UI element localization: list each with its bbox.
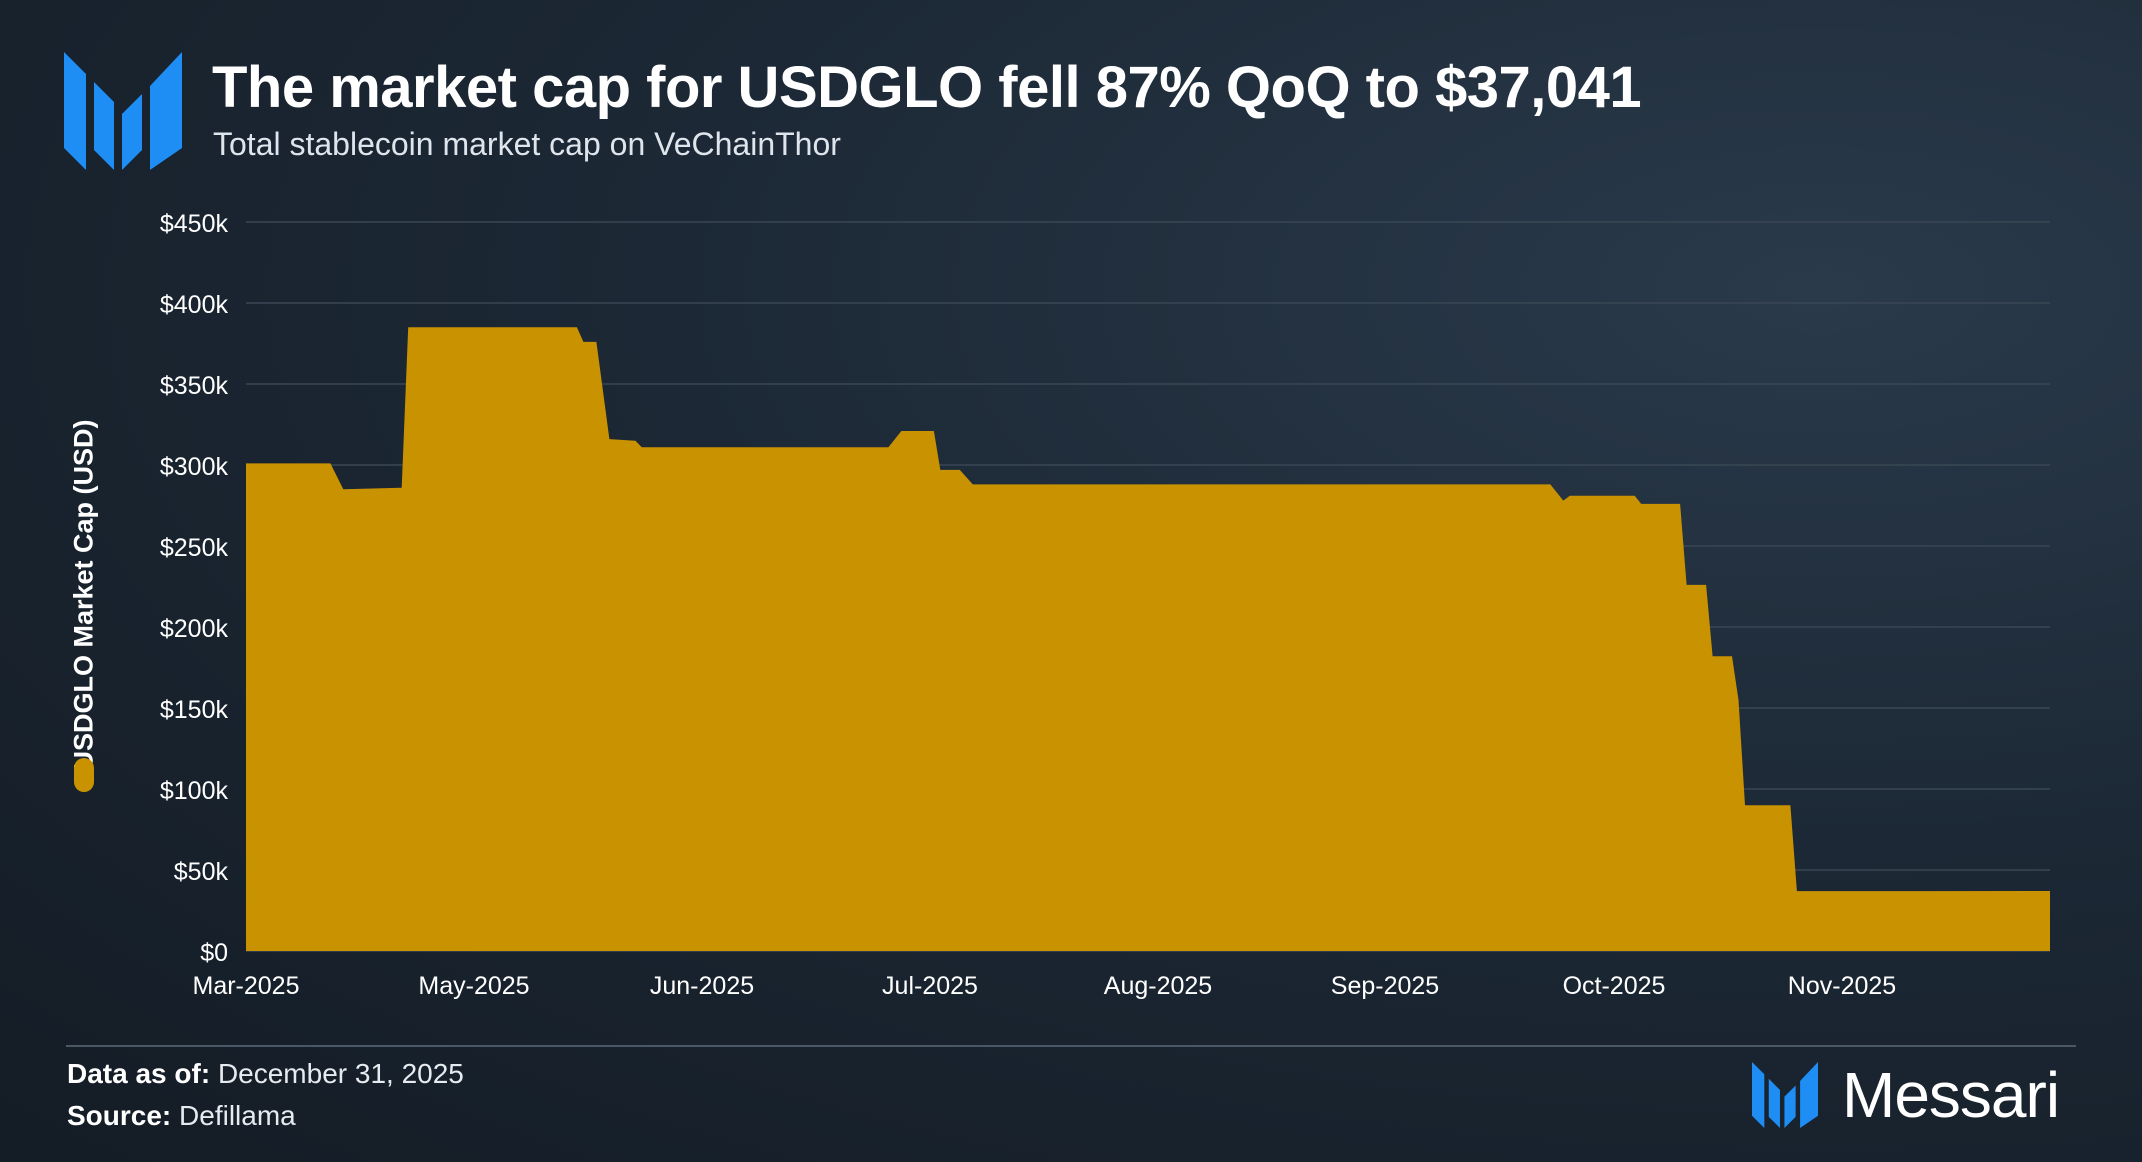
y-tick-label: $250k: [160, 534, 229, 562]
data-as-of-label: Data as of:: [67, 1058, 211, 1089]
source-value: Defillama: [179, 1100, 296, 1131]
y-tick-label: $50k: [174, 858, 229, 886]
x-tick-label: Aug-2025: [1104, 972, 1212, 1000]
y-tick-label: $150k: [160, 696, 229, 724]
footer-divider: [66, 1045, 2076, 1047]
y-tick-label: $400k: [160, 291, 229, 319]
brand-name: Messari: [1842, 1059, 2060, 1131]
y-tick-label: $350k: [160, 372, 229, 400]
y-tick-label: $200k: [160, 615, 229, 643]
messari-logo-icon: [64, 52, 182, 170]
chart-subtitle: Total stablecoin market cap on VeChainTh…: [213, 126, 841, 162]
data-as-of: Data as of: December 31, 2025: [67, 1058, 464, 1090]
source-label: Source:: [67, 1100, 172, 1131]
messari-brand-icon: [1752, 1062, 1818, 1128]
chart-title: The market cap for USDGLO fell 87% QoQ t…: [212, 55, 1642, 120]
legend-swatch: [74, 758, 94, 792]
x-tick-label: Jun-2025: [650, 972, 754, 1000]
data-as-of-value: December 31, 2025: [217, 1058, 464, 1089]
x-tick-label: Mar-2025: [193, 972, 300, 1000]
x-tick-label: Nov-2025: [1788, 972, 1896, 1000]
source: Source: Defillama: [67, 1100, 296, 1132]
series-area: [246, 327, 2050, 951]
brand-logo: Messari: [1750, 1059, 2060, 1131]
y-axis-legend: USDGLO Market Cap (USD): [64, 390, 104, 810]
y-tick-label: $100k: [160, 777, 229, 805]
x-tick-label: May-2025: [418, 972, 529, 1000]
y-tick-label: $0: [200, 939, 228, 967]
x-tick-label: Oct-2025: [1563, 972, 1666, 1000]
y-tick-label: $300k: [160, 453, 229, 481]
y-tick-label: $450k: [160, 210, 229, 238]
area-chart: $0 $50k $100k $150k $200k $250k $300k $350k $400…: [160, 210, 2050, 1000]
x-tick-label: Sep-2025: [1331, 972, 1439, 1000]
x-tick-label: Jul-2025: [882, 972, 978, 1000]
